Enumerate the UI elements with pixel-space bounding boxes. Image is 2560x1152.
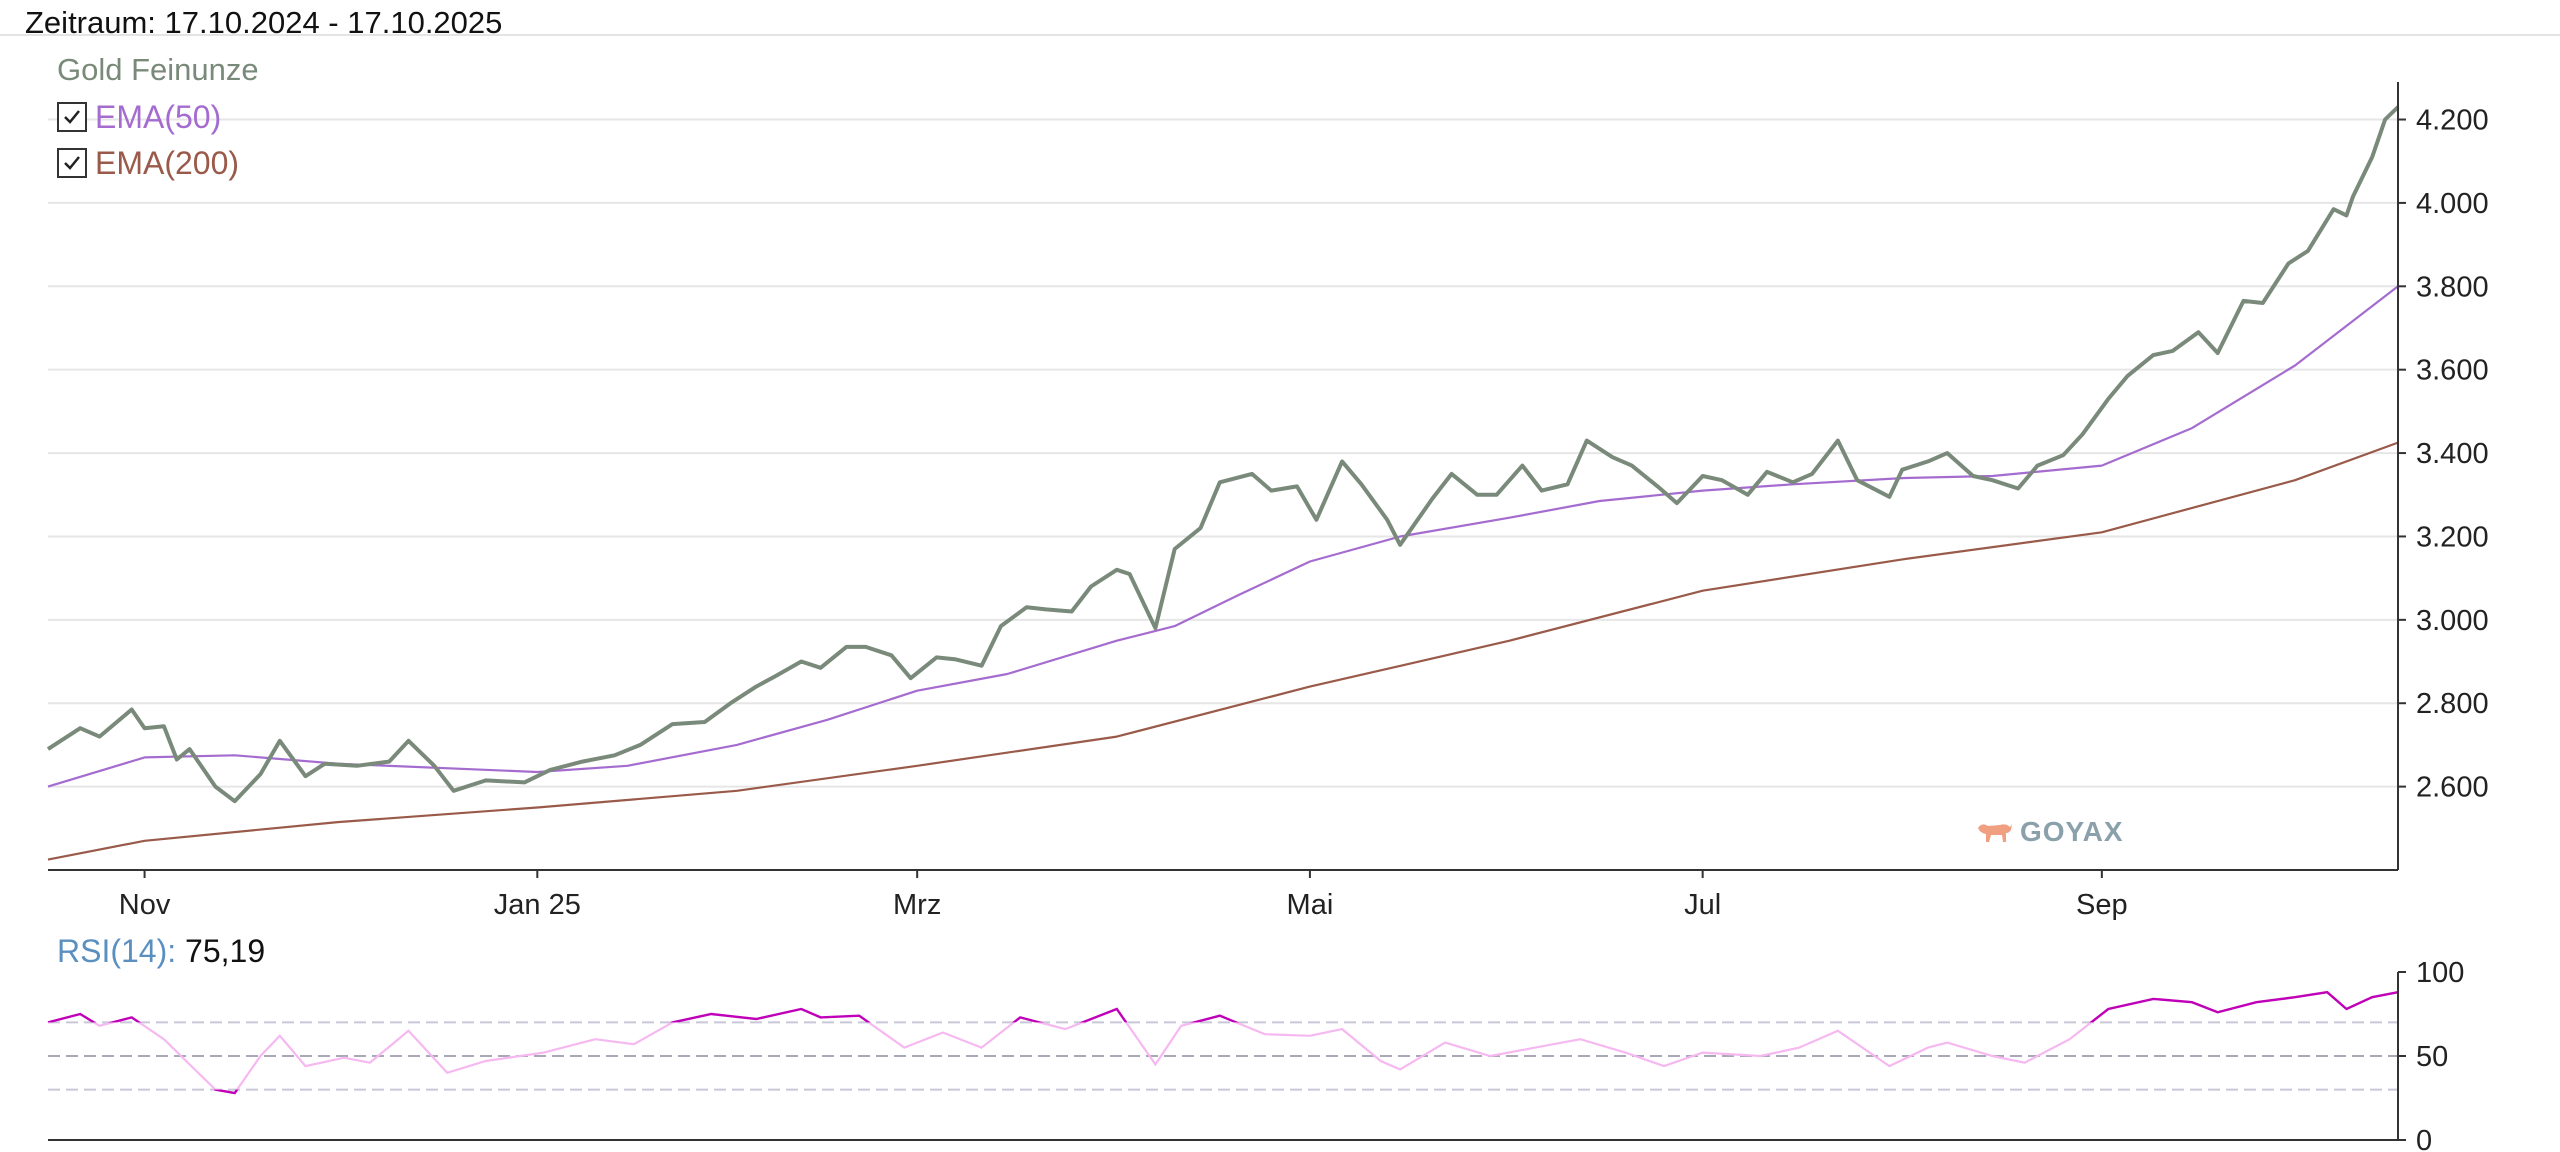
rsi-axes: 100 50 0 (48, 957, 2464, 1152)
y-tick-label: 4.200 (2416, 105, 2489, 137)
ema50-line (47, 285, 2399, 788)
goyax-watermark: GOYAX (1976, 816, 2124, 848)
x-tick-label: Jul (1684, 889, 1721, 921)
ema50-checkbox[interactable] (57, 102, 87, 132)
main-series-lines (46, 105, 2400, 861)
main-grid (48, 118, 2398, 788)
y-tick-label: 3.600 (2416, 355, 2489, 387)
x-tick-label: Sep (2076, 889, 2128, 921)
rsi-tick-label: 50 (2416, 1041, 2448, 1073)
checkmark-icon (64, 110, 80, 124)
chart-legend: Gold Feinunze EMA(50) EMA(200) (57, 52, 259, 186)
y-tick-label: 3.000 (2416, 605, 2489, 637)
x-tick-label: Mai (1287, 889, 1334, 921)
rsi-line-neutral (48, 1022, 2093, 1090)
period-value: 17.10.2024 - 17.10.2025 (164, 5, 503, 40)
checkmark-icon (64, 156, 80, 170)
rsi-value: 75,19 (185, 933, 266, 969)
ema200-label: EMA(200) (95, 144, 240, 181)
x-tick-label: Nov (119, 889, 171, 921)
rsi-name: RSI(14): (57, 933, 177, 969)
watermark-text: GOYAX (2020, 816, 2124, 847)
y-tick-label: 2.600 (2416, 772, 2489, 804)
rsi-series-lines (47, 990, 2399, 1095)
gold-price-line (46, 105, 2400, 804)
ema50-label: EMA(50) (95, 98, 222, 135)
x-tick-label: Mrz (893, 889, 941, 921)
legend-item-ema50[interactable]: EMA(50) (57, 94, 259, 140)
header-bar: Zeitraum: 17.10.2024 - 17.10.2025 (0, 0, 2560, 40)
legend-title-gold: Gold Feinunze (57, 52, 259, 87)
y-tick-label: 3.200 (2416, 521, 2489, 553)
rsi-tick-label: 0 (2416, 1125, 2432, 1152)
legend-item-ema200[interactable]: EMA(200) (57, 140, 259, 186)
y-tick-label: 4.000 (2416, 188, 2489, 220)
y-tick-label: 3.400 (2416, 438, 2489, 470)
y-tick-label: 3.800 (2416, 271, 2489, 303)
ema200-checkbox[interactable] (57, 148, 87, 178)
rsi-tick-label: 100 (2416, 957, 2464, 989)
main-axes: 4.200 4.000 3.800 3.600 3.400 3.200 3.000 2.800… (48, 82, 2489, 921)
y-tick-label: 2.800 (2416, 688, 2489, 720)
period-display: Zeitraum: 17.10.2024 - 17.10.2025 (25, 5, 502, 41)
period-label: Zeitraum: (25, 5, 156, 40)
rsi-line-extreme (47, 990, 2399, 1095)
rsi-legend: RSI(14): 75,19 (57, 933, 265, 970)
ema200-line (47, 441, 2399, 861)
x-tick-label: Jan 25 (494, 889, 581, 921)
rsi-reference-lines (48, 1021, 2398, 1091)
bull-icon (1978, 824, 2012, 842)
